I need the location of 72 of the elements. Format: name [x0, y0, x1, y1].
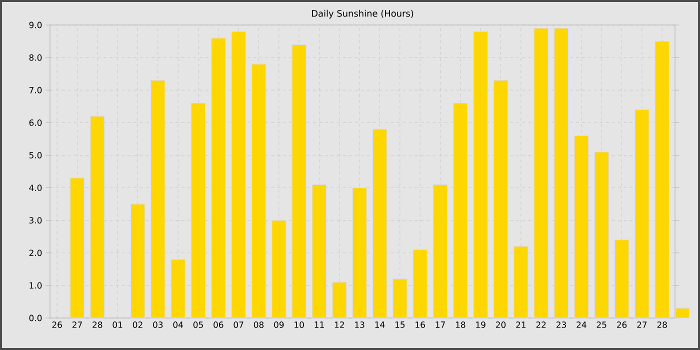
- x-tick-label: 15: [395, 322, 405, 328]
- x-tick-label: 17: [436, 322, 445, 328]
- y-tick-label: 5.0: [29, 152, 42, 158]
- bar: [292, 44, 306, 318]
- bar: [190, 102, 206, 318]
- bar: [70, 178, 85, 318]
- x-tick-label: 12: [334, 322, 344, 328]
- bar: [654, 40, 670, 318]
- y-tick-label: 9.0: [29, 22, 42, 28]
- bar: [574, 135, 589, 318]
- x-tick-label: 11: [314, 322, 324, 328]
- bar: [634, 109, 650, 318]
- bar: [231, 31, 246, 318]
- x-tick-label: 08: [254, 322, 264, 328]
- x-tick-label: 16: [416, 322, 425, 328]
- x-tick-label: 26: [617, 322, 627, 328]
- bar: [372, 128, 388, 318]
- bar: [554, 28, 569, 318]
- x-tick-label: 23: [556, 322, 566, 328]
- bar: [312, 184, 327, 318]
- x-tick-label: 27: [637, 322, 647, 328]
- x-tick-label: 25: [596, 322, 606, 328]
- x-tick-label: 28: [657, 322, 667, 328]
- y-tick-label: 4.0: [29, 184, 42, 191]
- y-tick-label: 2.0: [29, 250, 42, 256]
- y-tick-label: 7.0: [29, 86, 42, 94]
- y-tick-label: 0.0: [29, 314, 42, 322]
- y-tick-label: 6.0: [29, 119, 42, 126]
- bar: [251, 64, 266, 318]
- x-tick-label: 14: [375, 322, 385, 328]
- bar: [534, 28, 548, 318]
- x-tick-label: 03: [153, 322, 163, 328]
- x-tick-label: 22: [536, 322, 546, 328]
- bar: [473, 31, 488, 318]
- x-tick-label: 26: [52, 322, 62, 328]
- bar: [493, 80, 508, 318]
- x-tick-label: 04: [173, 322, 183, 328]
- bar: [130, 204, 146, 318]
- bar: [412, 249, 428, 318]
- bar: [272, 220, 286, 318]
- bar: [514, 246, 528, 318]
- bar: [432, 184, 448, 318]
- x-tick-label: 20: [496, 322, 506, 328]
- bar: [90, 116, 105, 318]
- y-tick-label: 3.0: [29, 217, 42, 224]
- bar: [614, 240, 630, 318]
- x-tick-label: 10: [294, 322, 304, 328]
- x-tick-label: 18: [456, 322, 466, 328]
- x-tick-label: 01: [112, 322, 122, 328]
- y-tick-label: 1.0: [30, 282, 42, 289]
- x-tick-label: 27: [72, 322, 82, 328]
- x-tick-label: 24: [576, 322, 586, 328]
- bar: [332, 282, 347, 318]
- x-tick-label: 13: [355, 322, 364, 328]
- y-tick-label: 8.0: [29, 54, 42, 61]
- bar: [211, 38, 226, 318]
- x-tick-label: 09: [274, 322, 284, 328]
- bar: [453, 102, 468, 318]
- chart-title: Daily Sunshine (Hours): [312, 10, 414, 18]
- bar: [392, 278, 408, 318]
- bar: [170, 259, 186, 318]
- bar: [674, 308, 690, 318]
- x-tick-label: 19: [476, 322, 486, 328]
- bar: [150, 80, 166, 318]
- bar: [594, 152, 609, 318]
- x-tick-label: 28: [92, 322, 102, 328]
- x-tick-label: 07: [234, 322, 244, 328]
- x-tick-label: 06: [214, 322, 224, 328]
- bar: [352, 187, 367, 318]
- x-tick-label: 02: [132, 322, 142, 328]
- x-tick-label: 05: [193, 322, 203, 328]
- x-tick-label: 21: [516, 322, 526, 328]
